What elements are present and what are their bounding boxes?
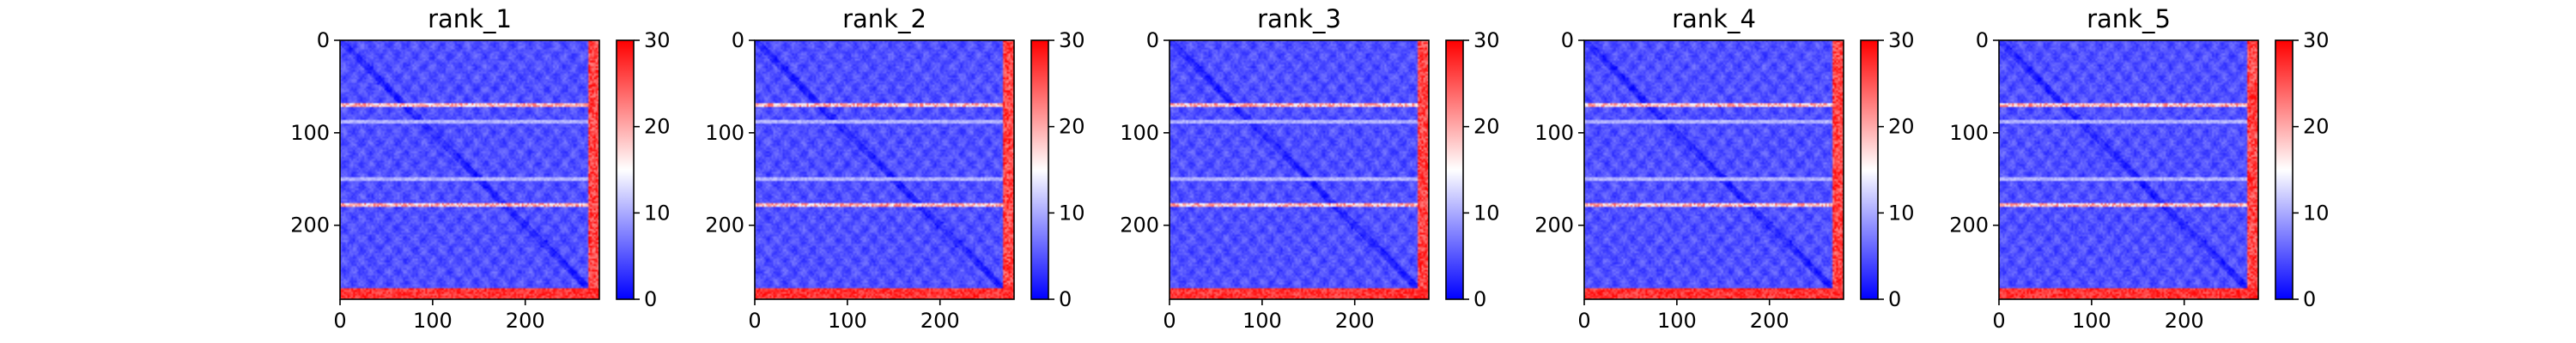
heatmap-panel-3: rank_3 0 100 200 0 100 200 0 10 20 30 — [1120, 4, 1499, 333]
heatmap-image — [340, 40, 599, 299]
colorbar-tick-label: 30 — [1059, 28, 1085, 52]
heatmap-frame — [339, 39, 600, 300]
heatmap-frame — [1169, 39, 1430, 300]
y-tick-label: 0 — [1561, 28, 1574, 52]
y-tick-label: 100 — [705, 121, 744, 145]
colorbar-tick-label: 0 — [1059, 287, 1072, 311]
x-tick-label: 0 — [1992, 309, 2005, 333]
heatmap-panel-1: rank_1 0 100 200 0 100 200 0 10 20 30 — [290, 4, 670, 333]
colorbar-tick-label: 0 — [1473, 287, 1486, 311]
x-tick-label: 200 — [1335, 309, 1375, 333]
y-tick-label: 100 — [290, 121, 330, 145]
colorbar-tick-label: 10 — [1888, 201, 1915, 225]
colorbar-tick-label: 30 — [644, 28, 671, 52]
colorbar-tick-label: 10 — [2303, 201, 2330, 225]
colorbar-tick-label: 0 — [2303, 287, 2316, 311]
colorbar-tick-label: 10 — [644, 201, 671, 225]
colorbar-tick-label: 20 — [1059, 115, 1085, 139]
colorbar-tick-label: 20 — [644, 115, 671, 139]
x-tick-label: 100 — [828, 309, 867, 333]
heatmap-image — [1584, 40, 1844, 299]
y-tick-label: 0 — [1976, 28, 1989, 52]
heatmap-panel-5: rank_5 0 100 200 0 100 200 0 10 20 30 — [1949, 4, 2329, 333]
colorbar — [1860, 39, 1879, 300]
colorbar-tick-label: 0 — [644, 287, 657, 311]
x-tick-label: 200 — [2165, 309, 2204, 333]
colorbar-tick-label: 0 — [1888, 287, 1901, 311]
x-tick-label: 0 — [1577, 309, 1590, 333]
colorbar-tick-label: 30 — [1473, 28, 1500, 52]
colorbar — [2275, 39, 2293, 300]
x-tick-label: 100 — [2072, 309, 2111, 333]
colorbar-tick-label: 20 — [1888, 115, 1915, 139]
colorbar-tick-label: 10 — [1473, 201, 1500, 225]
y-tick-label: 0 — [317, 28, 330, 52]
panel-title: rank_3 — [1257, 4, 1341, 33]
heatmap-panel-2: rank_2 0 100 200 0 100 200 0 10 20 30 — [705, 4, 1084, 333]
y-tick-label: 200 — [705, 214, 744, 238]
x-tick-label: 200 — [1750, 309, 1789, 333]
x-tick-label: 0 — [333, 309, 346, 333]
heatmap-frame — [1583, 39, 1844, 300]
colorbar-tick-label: 30 — [1888, 28, 1915, 52]
colorbar-tick-label: 10 — [1059, 201, 1085, 225]
y-tick-label: 0 — [732, 28, 744, 52]
x-tick-label: 100 — [413, 309, 453, 333]
x-tick-label: 100 — [1242, 309, 1282, 333]
panel-title: rank_1 — [428, 4, 512, 33]
colorbar — [1445, 39, 1464, 300]
y-tick-label: 200 — [1949, 214, 1989, 238]
heatmap-image — [1170, 40, 1429, 299]
x-tick-label: 200 — [506, 309, 545, 333]
colorbar-tick-label: 20 — [1473, 115, 1500, 139]
x-tick-label: 200 — [920, 309, 960, 333]
colorbar-tick-label: 20 — [2303, 115, 2330, 139]
colorbar — [616, 39, 635, 300]
panel-title: rank_4 — [1672, 4, 1756, 33]
panel-title: rank_2 — [842, 4, 927, 33]
panel-title: rank_5 — [2087, 4, 2171, 33]
colorbar-tick-label: 30 — [2303, 28, 2330, 52]
y-tick-label: 100 — [1534, 121, 1574, 145]
colorbar — [1030, 39, 1049, 300]
heatmap-image — [755, 40, 1014, 299]
x-tick-label: 0 — [748, 309, 761, 333]
y-tick-label: 100 — [1949, 121, 1989, 145]
y-tick-label: 0 — [1146, 28, 1159, 52]
y-tick-label: 100 — [1120, 121, 1159, 145]
heatmap-frame — [754, 39, 1015, 300]
heatmap-frame — [1998, 39, 2259, 300]
y-tick-label: 200 — [1534, 214, 1574, 238]
y-tick-label: 200 — [290, 214, 330, 238]
heatmap-panel-4: rank_4 0 100 200 0 100 200 0 10 20 30 — [1534, 4, 1914, 333]
x-tick-label: 100 — [1657, 309, 1697, 333]
y-tick-label: 200 — [1120, 214, 1159, 238]
x-tick-label: 0 — [1163, 309, 1176, 333]
heatmap-image — [1999, 40, 2258, 299]
